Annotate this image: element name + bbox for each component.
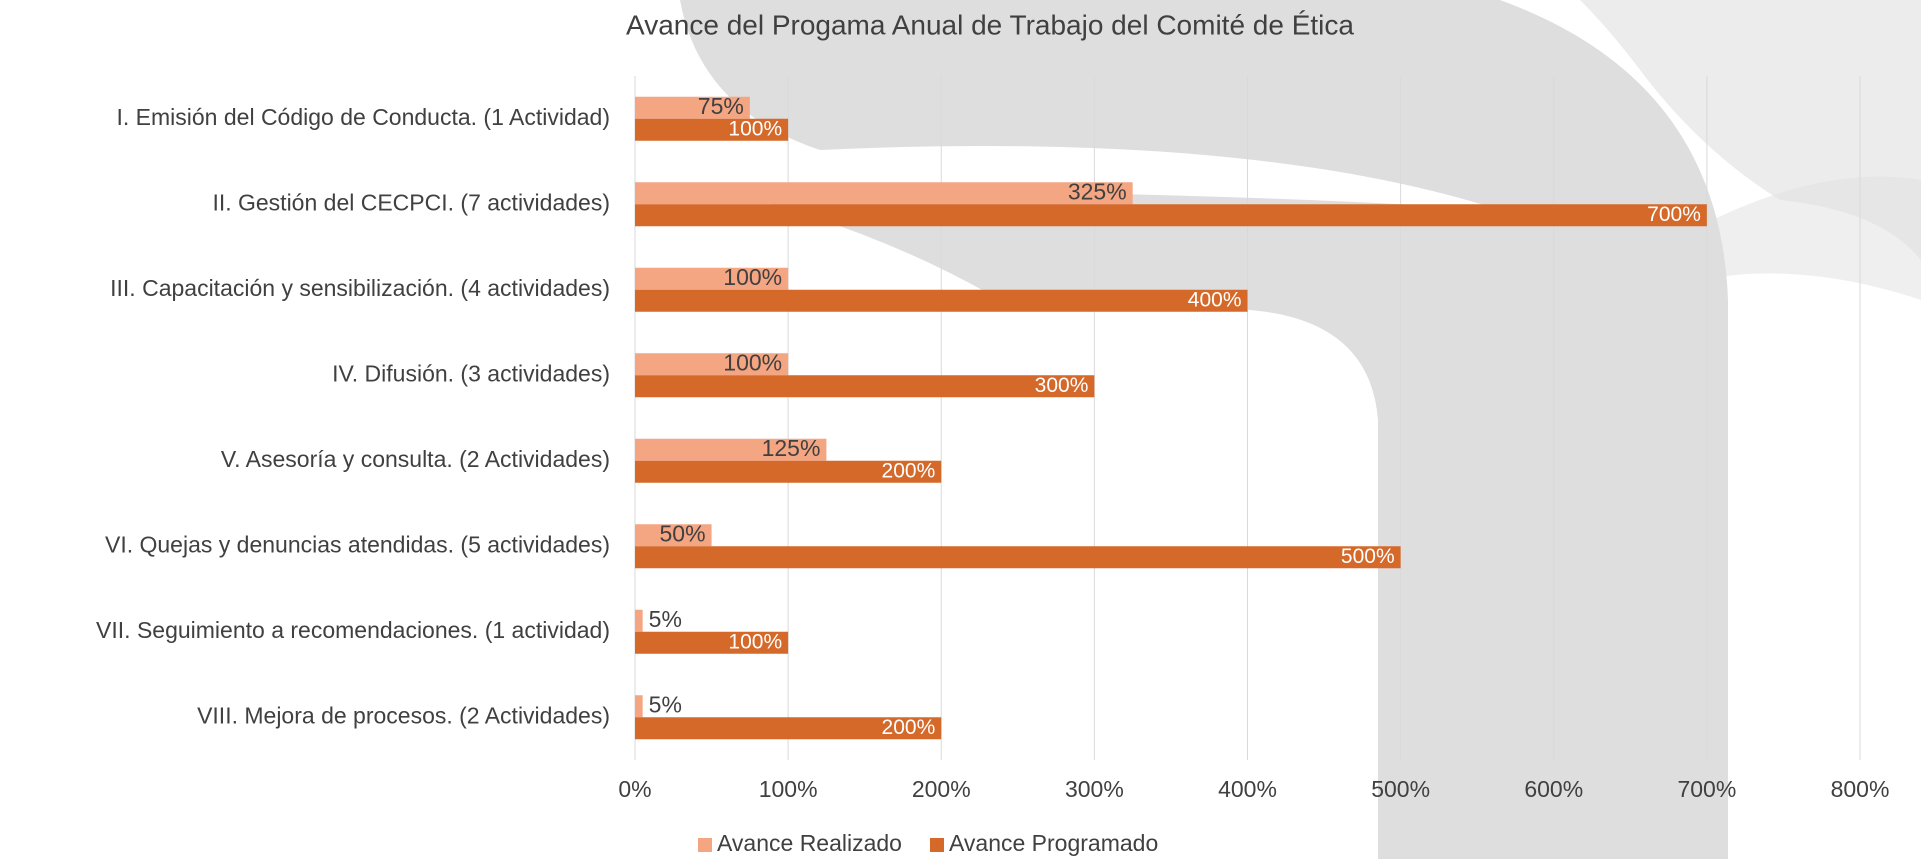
- legend-label: Avance Programado: [949, 830, 1158, 856]
- bar: [635, 524, 712, 547]
- data-label: 100%: [728, 117, 782, 140]
- data-label: 200%: [882, 459, 936, 482]
- data-label: 500%: [1341, 545, 1395, 568]
- y-tick-label: VI. Quejas y denuncias atendidas. (5 act…: [105, 531, 610, 557]
- bar: [635, 182, 1133, 205]
- y-tick-label: VIII. Mejora de procesos. (2 Actividades…: [197, 702, 610, 728]
- bar: [635, 695, 643, 718]
- legend-swatch: [698, 838, 712, 852]
- data-label: 700%: [1647, 203, 1701, 226]
- y-tick-label: V. Asesoría y consulta. (2 Actividades): [221, 446, 610, 472]
- bar: [635, 609, 643, 632]
- data-label: 400%: [1188, 288, 1242, 311]
- data-label: 200%: [882, 716, 936, 739]
- bar: [635, 96, 750, 119]
- x-tick-label: 0%: [618, 776, 651, 802]
- x-tick-label: 100%: [759, 776, 818, 802]
- data-label: 100%: [723, 264, 782, 290]
- bar: [635, 546, 1401, 569]
- data-label: 50%: [660, 520, 706, 546]
- y-tick-label: VII. Seguimiento a recomendaciones. (1 a…: [96, 617, 610, 643]
- y-tick-label: III. Capacitación y sensibilización. (4 …: [110, 275, 610, 301]
- bar: [635, 438, 827, 461]
- chart-title: Avance del Progama Anual de Trabajo del …: [626, 9, 1354, 40]
- x-tick-label: 200%: [912, 776, 971, 802]
- data-label: 5%: [649, 691, 682, 717]
- x-tick-label: 500%: [1371, 776, 1430, 802]
- data-label: 100%: [728, 630, 782, 653]
- data-label: 325%: [1068, 178, 1127, 204]
- data-label: 125%: [762, 435, 821, 461]
- x-tick-label: 400%: [1218, 776, 1277, 802]
- x-tick-label: 300%: [1065, 776, 1124, 802]
- y-tick-label: IV. Difusión. (3 actividades): [332, 360, 610, 386]
- data-label: 75%: [698, 93, 744, 119]
- bar: [635, 631, 789, 654]
- x-tick-label: 700%: [1677, 776, 1736, 802]
- bar: [635, 375, 1095, 398]
- bar: [635, 289, 1248, 312]
- x-tick-label: 600%: [1524, 776, 1583, 802]
- y-tick-label: I. Emisión del Código de Conducta. (1 Ac…: [117, 104, 611, 130]
- x-tick-label: 800%: [1831, 776, 1890, 802]
- legend-label: Avance Realizado: [717, 830, 902, 856]
- bar: [635, 267, 789, 290]
- bar: [635, 717, 942, 740]
- bar: [635, 118, 789, 141]
- bar: [635, 204, 1707, 227]
- bar: [635, 353, 789, 376]
- legend-swatch: [929, 838, 944, 852]
- data-label: 5%: [649, 606, 682, 632]
- data-label: 300%: [1035, 374, 1089, 397]
- bar: [635, 460, 942, 483]
- y-tick-label: II. Gestión del CECPCI. (7 actividades): [212, 189, 610, 215]
- data-label: 100%: [723, 349, 782, 375]
